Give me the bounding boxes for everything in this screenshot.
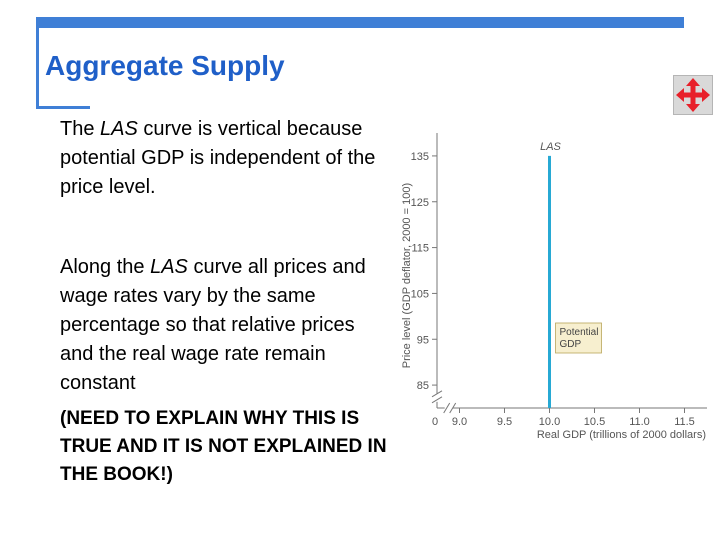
las-prices-text: Along the LAS curve all prices and wage … xyxy=(60,256,366,394)
x-axis-break-mark xyxy=(443,402,451,414)
x-tick-label: 11.5 xyxy=(674,416,695,428)
y-tick-label: 85 xyxy=(417,380,429,392)
potential-gdp-callout-text: Potential xyxy=(560,327,599,338)
y-axis-break-gap xyxy=(433,393,441,402)
y-tick-label: 115 xyxy=(411,243,429,255)
x-tick-label: 11.0 xyxy=(629,416,650,428)
explain-note-text: (NEED TO EXPLAIN WHY THIS IS TRUE AND IT… xyxy=(60,408,387,485)
y-axis-break-mark xyxy=(431,390,443,398)
left-accent-bar xyxy=(36,17,39,109)
x-tick-label: 10.5 xyxy=(584,416,605,428)
x-axis-break-mark xyxy=(449,402,457,414)
y-tick-label: 105 xyxy=(411,288,429,300)
y-tick-label: 135 xyxy=(411,151,429,163)
slide-title: Aggregate Supply xyxy=(45,50,285,81)
x-tick-label: 9.5 xyxy=(497,416,512,428)
y-axis-break-mark xyxy=(431,396,443,404)
top-accent-bar xyxy=(36,17,684,28)
potential-gdp-callout-text: GDP xyxy=(560,339,582,350)
x-axis-title: Real GDP (trillions of 2000 dollars) xyxy=(537,429,706,441)
las-series-label: LAS xyxy=(540,141,561,153)
move-arrows-icon xyxy=(676,78,710,112)
y-axis-title: Price level (GDP deflator, 2000 = 100) xyxy=(401,183,413,368)
bottom-accent-bar xyxy=(36,106,90,109)
x-tick-label: 10.0 xyxy=(539,416,560,428)
y-tick-label: 95 xyxy=(417,334,429,346)
las-vertical-text: The LAS curve is vertical because potent… xyxy=(60,118,376,198)
y-tick-label: 125 xyxy=(411,197,429,209)
move-button[interactable] xyxy=(673,75,713,115)
x-tick-label: 9.0 xyxy=(452,416,467,428)
x-axis-break-gap xyxy=(444,404,453,412)
potential-gdp-callout-box xyxy=(555,322,602,354)
x-tick-label: 0 xyxy=(432,416,438,428)
